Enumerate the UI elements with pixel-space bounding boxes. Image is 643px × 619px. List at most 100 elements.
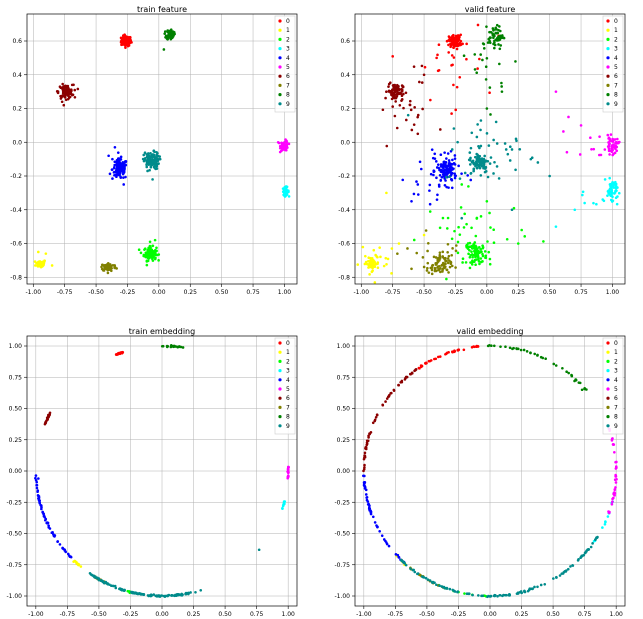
legend-marker [278, 28, 282, 32]
data-point-class-9 [476, 123, 479, 126]
data-point-class-4 [453, 157, 457, 160]
legend-label: 0 [286, 18, 290, 25]
data-point-class-2 [472, 242, 476, 246]
data-point-class-9 [518, 147, 522, 151]
data-point-class-9 [566, 567, 570, 571]
data-point-class-2 [438, 226, 442, 230]
data-point-class-0 [452, 56, 456, 59]
data-point-class-8 [519, 348, 523, 352]
data-point-class-2 [469, 261, 472, 264]
data-point-class-7 [441, 270, 444, 273]
y-tick-label: -0.4 [10, 207, 22, 214]
data-point-class-8 [178, 345, 182, 348]
panel-train-feature: train feature -1.00 -0.75 -0.50 -0.25 0.00 0.… [10, 5, 298, 296]
data-point-class-4 [35, 480, 39, 484]
data-point-class-6 [66, 94, 70, 97]
data-point-class-0 [120, 43, 124, 46]
data-point-class-2 [487, 250, 491, 254]
data-point-class-4 [439, 178, 443, 182]
data-point-class-6 [404, 118, 408, 122]
data-point-class-0 [128, 40, 131, 44]
data-point-class-6 [402, 106, 405, 110]
data-point-class-8 [488, 39, 491, 43]
data-point-class-8 [162, 48, 166, 51]
data-point-class-4 [443, 151, 446, 154]
data-point-class-5 [613, 151, 617, 155]
data-point-class-2 [477, 260, 481, 263]
data-point-class-9 [122, 589, 126, 592]
data-point-class-4 [362, 474, 365, 478]
data-point-class-9 [152, 149, 156, 152]
data-point-class-1 [372, 248, 376, 252]
data-point-class-7 [442, 264, 446, 267]
data-point-class-3 [581, 190, 585, 194]
data-point-class-0 [434, 357, 438, 361]
data-point-class-1 [370, 262, 373, 266]
data-point-class-2 [459, 206, 463, 209]
data-point-class-3 [609, 187, 613, 190]
data-point-class-9 [92, 574, 95, 578]
data-point-class-8 [492, 29, 495, 32]
data-point-class-6 [68, 91, 72, 95]
data-point-class-4 [436, 193, 439, 197]
data-point-class-7 [450, 264, 454, 268]
data-point-class-6 [363, 466, 366, 469]
data-point-class-4 [364, 493, 368, 496]
data-point-class-9 [560, 572, 564, 575]
data-point-class-8 [488, 86, 492, 89]
y-tick-label: -0.25 [334, 499, 350, 506]
data-point-class-5 [607, 137, 610, 140]
data-point-class-2 [461, 257, 465, 261]
data-point-class-9 [140, 593, 143, 596]
data-point-class-2 [472, 253, 475, 257]
data-point-class-4 [113, 160, 117, 164]
data-point-class-1 [386, 257, 390, 261]
data-point-class-4 [431, 156, 435, 160]
data-point-class-8 [511, 347, 514, 351]
data-point-class-9 [143, 151, 147, 155]
x-tick-label: 0.75 [246, 289, 260, 296]
data-point-class-4 [36, 494, 40, 497]
data-point-class-1 [379, 255, 382, 259]
data-point-class-9 [495, 165, 499, 168]
data-point-class-8 [493, 46, 496, 50]
data-point-class-4 [432, 173, 435, 177]
legend-box [274, 337, 296, 435]
data-point-class-6 [385, 397, 389, 400]
data-point-class-7 [439, 267, 442, 270]
data-point-class-6 [384, 96, 387, 100]
data-point-class-0 [448, 36, 451, 39]
legend-marker [606, 74, 610, 78]
x-tick-label: 0.25 [512, 289, 526, 296]
data-point-class-3 [601, 526, 604, 529]
data-point-class-9 [470, 131, 474, 135]
legend-marker [278, 378, 282, 382]
y-tick-label: -0.25 [6, 499, 22, 506]
data-point-class-0 [455, 42, 459, 46]
data-point-class-5 [287, 475, 290, 478]
x-tick-label: -0.75 [388, 611, 404, 618]
data-point-class-1 [368, 273, 371, 276]
data-point-class-6 [70, 83, 74, 87]
data-point-class-4 [66, 552, 70, 556]
data-point-class-4 [387, 544, 391, 548]
data-point-class-7 [426, 266, 429, 270]
data-point-class-4 [117, 165, 121, 168]
legend-marker [606, 359, 610, 363]
data-point-class-2 [468, 266, 472, 270]
data-point-class-9 [151, 160, 154, 163]
data-point-class-8 [498, 62, 501, 66]
data-point-class-7 [103, 266, 107, 270]
data-point-class-8 [499, 345, 502, 348]
data-point-class-9 [496, 595, 499, 598]
data-point-class-4 [366, 503, 370, 506]
data-point-class-5 [567, 115, 570, 119]
data-point-class-3 [607, 191, 610, 195]
data-point-class-9 [506, 152, 510, 156]
panel-train-embedding: train embedding -1.00 -0.75 -0.50 -0.25 0.00… [6, 327, 298, 618]
x-tick-label: -1.00 [356, 611, 372, 618]
data-point-class-5 [285, 145, 289, 148]
data-point-class-7 [434, 269, 438, 273]
data-point-class-2 [489, 226, 492, 229]
data-point-class-3 [615, 202, 619, 206]
